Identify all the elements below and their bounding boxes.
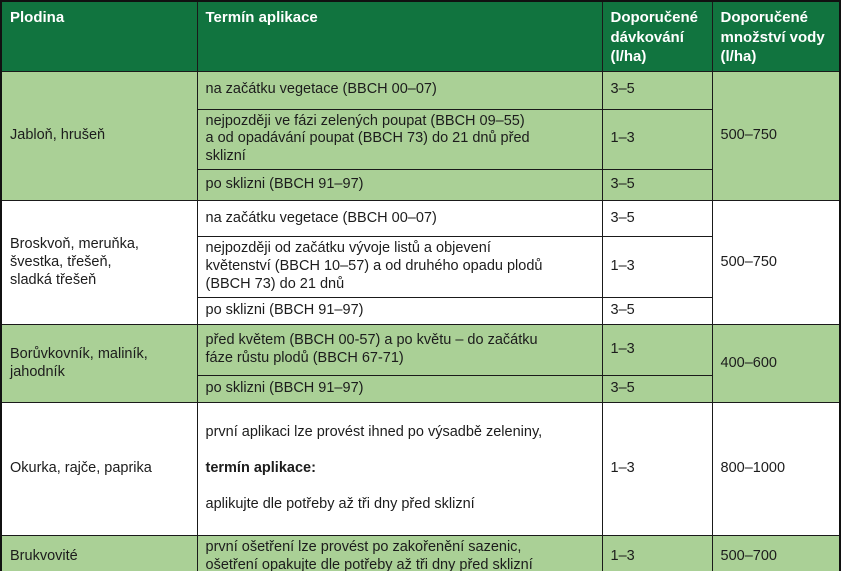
dose-cell: 3–5 [601, 297, 713, 326]
table-row: po sklizni (BBCH 91–97) 3–5 [1, 169, 840, 202]
water-cell: 800–1000 [711, 402, 841, 537]
crop-cell: Broskvoň, meruňka, švestka, třešeň, slad… [0, 200, 198, 326]
dose-cell: 1–3 [601, 535, 713, 571]
term-line: první aplikaci lze provést ihned po výsa… [205, 424, 543, 441]
dose-cell: 3–5 [601, 375, 713, 404]
term-cell: první ošetření lze provést po zakořenění… [196, 535, 603, 571]
term-cell: po sklizni (BBCH 91–97) [196, 297, 603, 326]
dose-cell: 3–5 [601, 169, 713, 202]
dose-cell: 3–5 [601, 200, 713, 238]
term-cell: po sklizni (BBCH 91–97) [196, 375, 603, 404]
header-cell-plodina: Plodina [0, 0, 198, 72]
table-row: Brukvovité první ošetření lze provést po… [0, 535, 841, 571]
header-cell-davkovani: Doporučené dávkování (l/ha) [601, 0, 713, 72]
table-row: nejpozději od začátku vývoje listů a obj… [1, 236, 840, 299]
term-line: aplikujte dle potřeby až tři dny před sk… [205, 496, 475, 513]
header-cell-mnozstvi: Doporučené množství vody (l/ha) [711, 0, 841, 72]
term-line-bold: termín aplikace: [205, 460, 316, 477]
term-cell: na začátku vegetace (BBCH 00–07) [196, 70, 603, 110]
term-cell: před květem (BBCH 00-57) a po květu – do… [196, 324, 603, 377]
term-cell: nejpozději ve fázi zelených poupat (BBCH… [196, 108, 603, 171]
crop-cell: Brukvovité [0, 535, 198, 571]
water-cell: 400–600 [711, 324, 841, 404]
dose-cell: 1–3 [601, 402, 713, 537]
table-row: po sklizni (BBCH 91–97) 3–5 [1, 297, 840, 326]
dose-cell: 3–5 [601, 70, 713, 110]
table-row: Jabloň, hrušeň na začátku vegetace (BBCH… [0, 70, 841, 202]
table-row: Okurka, rajče, paprika první aplikaci lz… [0, 402, 841, 537]
header-row: Plodina Termín aplikace Doporučené dávko… [0, 0, 841, 72]
crop-cell: Okurka, rajče, paprika [0, 402, 198, 537]
table-row: nejpozději ve fázi zelených poupat (BBCH… [1, 108, 840, 171]
table-row: Broskvoň, meruňka, švestka, třešeň, slad… [0, 200, 841, 326]
term-cell: nejpozději od začátku vývoje listů a obj… [196, 236, 603, 299]
crop-cell: Borůvkovník, maliník, jahodník [0, 324, 198, 404]
crop-cell: Jabloň, hrušeň [0, 70, 198, 202]
term-cell: po sklizni (BBCH 91–97) [196, 169, 603, 202]
water-cell: 500–750 [711, 200, 841, 326]
dose-cell: 1–3 [601, 108, 713, 171]
water-cell: 500–750 [711, 70, 841, 202]
term-cell: první aplikaci lze provést ihned po výsa… [196, 402, 603, 537]
table-row: Borůvkovník, maliník, jahodník před květ… [0, 324, 841, 404]
water-cell: 500–700 [711, 535, 841, 571]
dose-cell: 1–3 [601, 324, 713, 377]
term-cell: na začátku vegetace (BBCH 00–07) [196, 200, 603, 238]
table-row: po sklizni (BBCH 91–97) 3–5 [1, 375, 840, 404]
dose-cell: 1–3 [601, 236, 713, 299]
header-cell-termin: Termín aplikace [196, 0, 603, 72]
